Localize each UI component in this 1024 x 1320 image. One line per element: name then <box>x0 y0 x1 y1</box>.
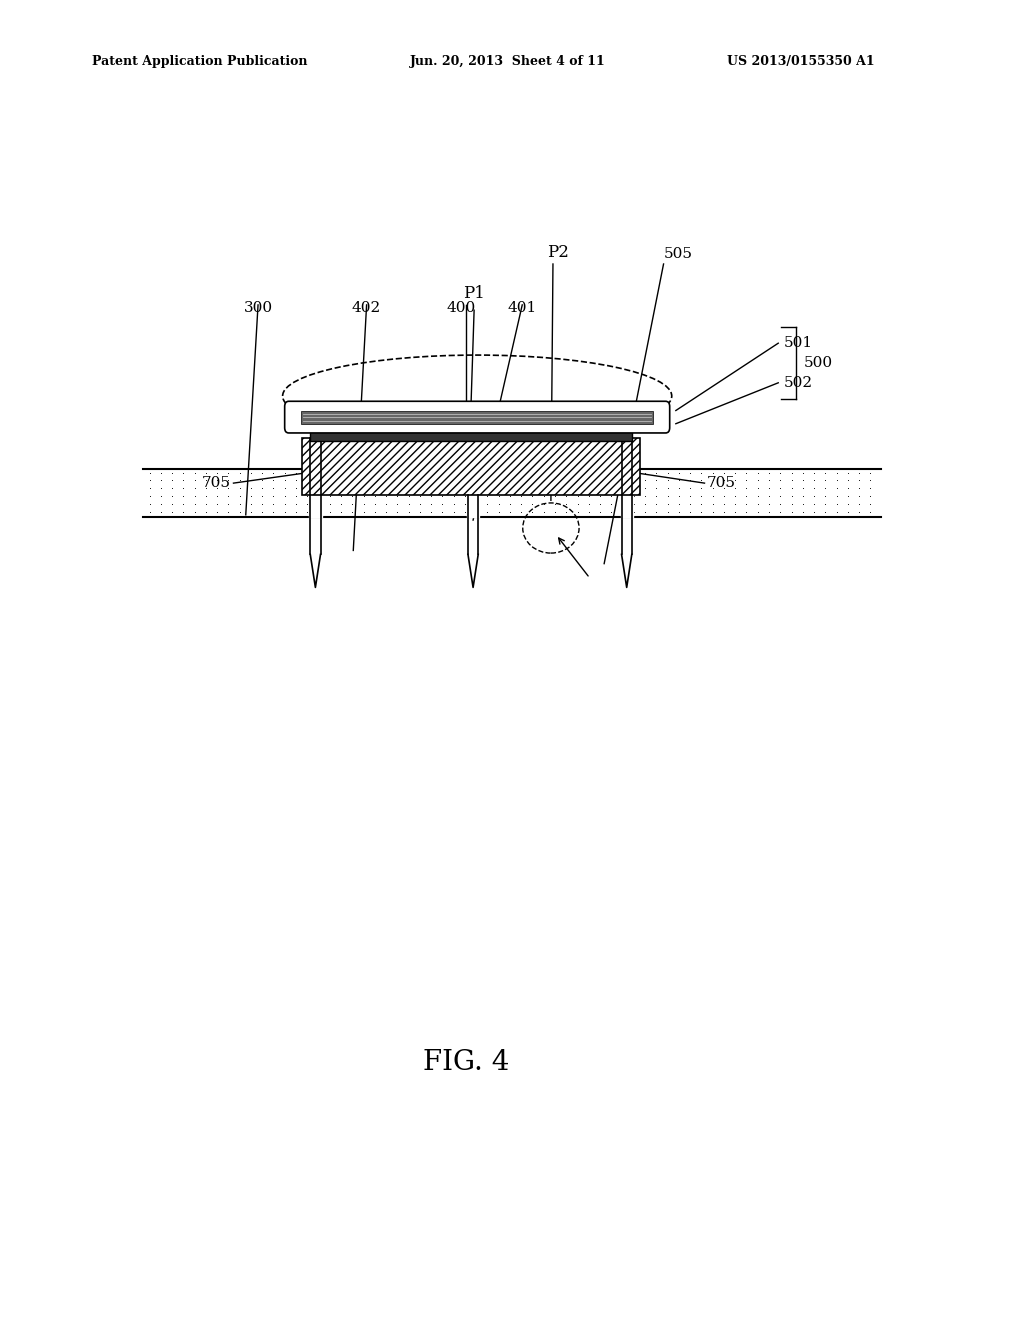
Text: 502: 502 <box>783 376 812 389</box>
Text: 400: 400 <box>446 301 475 315</box>
Text: Patent Application Publication: Patent Application Publication <box>92 55 307 69</box>
Bar <box>143 469 881 517</box>
Bar <box>301 411 653 424</box>
Text: P1: P1 <box>463 285 485 302</box>
Bar <box>310 422 632 441</box>
Text: 705: 705 <box>707 477 735 490</box>
Text: 505: 505 <box>664 247 692 261</box>
Text: 401: 401 <box>508 301 537 315</box>
Text: 300: 300 <box>244 301 272 315</box>
FancyBboxPatch shape <box>285 401 670 433</box>
Text: FIG. 4: FIG. 4 <box>423 1049 509 1076</box>
Text: P2: P2 <box>547 244 568 261</box>
Text: 705: 705 <box>202 477 230 490</box>
Text: 500: 500 <box>804 356 833 370</box>
Text: 402: 402 <box>352 301 381 315</box>
Bar <box>302 438 640 495</box>
Text: Jun. 20, 2013  Sheet 4 of 11: Jun. 20, 2013 Sheet 4 of 11 <box>410 55 605 69</box>
Text: US 2013/0155350 A1: US 2013/0155350 A1 <box>727 55 874 69</box>
Text: 501: 501 <box>783 337 812 350</box>
